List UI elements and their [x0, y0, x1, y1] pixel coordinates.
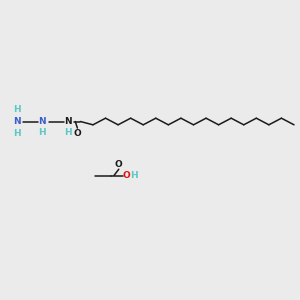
- Text: O: O: [123, 171, 130, 180]
- Text: N: N: [38, 117, 46, 126]
- Text: N: N: [64, 117, 71, 126]
- Text: H: H: [64, 128, 71, 137]
- Text: H: H: [130, 171, 137, 180]
- Text: N: N: [13, 117, 20, 126]
- Text: O: O: [115, 160, 123, 169]
- Text: H: H: [38, 128, 46, 137]
- Text: H: H: [13, 129, 20, 138]
- Text: H: H: [13, 105, 20, 114]
- Text: O: O: [74, 129, 81, 138]
